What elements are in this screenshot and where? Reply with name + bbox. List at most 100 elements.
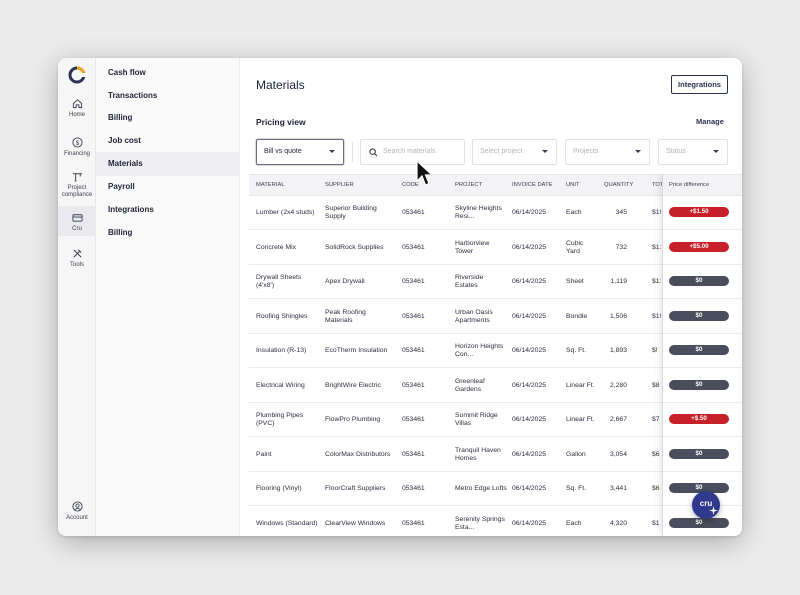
menu-item-materials[interactable]: Materials bbox=[96, 152, 240, 176]
cell-date: 06/14/2025 bbox=[512, 472, 562, 506]
menu-item-job-cost[interactable]: Job cost bbox=[108, 136, 141, 145]
cell-total: $1! bbox=[652, 196, 664, 230]
table-row[interactable]: Electrical Wiring BrightWire Electric 0534… bbox=[249, 368, 742, 403]
cell-date: 06/14/2025 bbox=[512, 196, 562, 230]
table-row[interactable]: Flooring (Vinyl) FloorCraft Suppliers 0534… bbox=[249, 472, 742, 506]
cell-supplier-text: Peak Roofing Materials bbox=[325, 308, 366, 324]
mouse-cursor-icon bbox=[416, 160, 434, 186]
rail-cru[interactable]: Cru bbox=[58, 206, 96, 236]
rail-home[interactable]: Home bbox=[58, 98, 96, 119]
price-difference-cell: $0 bbox=[663, 334, 742, 368]
price-difference-cell: $0 bbox=[663, 438, 742, 472]
table-row[interactable]: Drywall Sheets (4'x8') Apex Drywall 053461… bbox=[249, 265, 742, 299]
col-material[interactable]: Material bbox=[256, 182, 285, 188]
crane-icon bbox=[72, 173, 82, 182]
cell-material: Paint bbox=[256, 438, 318, 472]
cell-total-text: $7 bbox=[652, 416, 660, 423]
project-select[interactable]: Select project bbox=[472, 139, 557, 165]
cell-project-text: Horizon Heights Con... bbox=[455, 343, 504, 358]
cell-total: $6 bbox=[652, 438, 664, 472]
col-invoice-date[interactable]: Invoice date bbox=[512, 182, 553, 188]
status-select[interactable]: Status bbox=[658, 139, 728, 165]
cell-project: Urban Oasis Apartments bbox=[455, 300, 507, 334]
table-row[interactable]: Paint ColorMax Distributors 053461 Tranquil… bbox=[249, 437, 742, 472]
cell-total: $1 bbox=[652, 507, 664, 537]
cell-material: Windows (Standard) bbox=[256, 507, 318, 537]
cell-qty: 2,667 bbox=[595, 403, 627, 437]
cell-project: Serenity Springs Esta... bbox=[455, 507, 507, 537]
col-unit[interactable]: Unit bbox=[566, 182, 580, 188]
cell-qty-text: 3,054 bbox=[609, 450, 627, 458]
cell-code-text: 053461 bbox=[402, 485, 425, 492]
cell-total-text: $1: bbox=[652, 243, 662, 251]
menu-item-billing[interactable]: Billing bbox=[108, 113, 133, 122]
cell-qty-text: 2,280 bbox=[609, 381, 627, 389]
cell-material-text: Flooring (Vinyl) bbox=[256, 485, 302, 492]
table-row[interactable]: Plumbing Pipes (PVC) FlowPro Plumbing 0534… bbox=[249, 403, 742, 437]
cell-code: 053461 bbox=[402, 438, 447, 472]
menu-item-cash-flow[interactable]: Cash flow bbox=[108, 68, 146, 77]
projects-select[interactable]: Projects bbox=[565, 139, 650, 165]
cell-unit: Cubic Yard bbox=[566, 231, 598, 265]
cell-qty: 345 bbox=[595, 196, 627, 230]
cell-supplier: ClearView Windows bbox=[325, 507, 393, 537]
cru-logo-icon[interactable] bbox=[68, 66, 86, 84]
manage-link[interactable]: Manage bbox=[696, 117, 724, 126]
cell-material: Electrical Wiring bbox=[256, 369, 318, 403]
cell-project-text: Harborview Tower bbox=[455, 239, 490, 255]
menu-item-transactions[interactable]: Transactions bbox=[108, 91, 158, 100]
rail-home-label: Home bbox=[68, 112, 85, 118]
menu-item-billing-2[interactable]: Billing bbox=[108, 228, 133, 237]
cell-project: Skyline Heights Resi... bbox=[455, 196, 507, 230]
rail-financing-label: Financing bbox=[63, 151, 90, 157]
rail-cru-label: Cru bbox=[72, 226, 82, 232]
price-difference-badge: $0 bbox=[669, 448, 729, 459]
integrations-button[interactable]: Integrations bbox=[671, 75, 728, 94]
col-project[interactable]: Project bbox=[455, 182, 483, 188]
col-total[interactable]: Tota bbox=[652, 182, 667, 188]
cell-material: Insulation (R-13) bbox=[256, 334, 318, 368]
col-supplier[interactable]: Supplier bbox=[325, 182, 354, 188]
menu-item-payroll[interactable]: Payroll bbox=[108, 182, 135, 191]
cell-qty: 732 bbox=[595, 231, 627, 265]
col-quantity[interactable]: Quantity bbox=[604, 182, 634, 188]
table-row[interactable]: Roofing Shingles Peak Roofing Materials 05… bbox=[249, 299, 742, 334]
rail-account-label: Account bbox=[66, 515, 88, 521]
rail-financing[interactable]: $ Financing bbox=[58, 137, 96, 158]
rail-account[interactable]: Account bbox=[58, 501, 96, 522]
chat-launcher-button[interactable]: cru bbox=[692, 491, 720, 519]
cell-project: Summit Ridge Villas bbox=[455, 403, 507, 437]
cell-material-text: Paint bbox=[256, 450, 272, 458]
rail-project-compliance[interactable]: Project compliance bbox=[58, 171, 96, 199]
cell-code-text: 053461 bbox=[402, 209, 425, 216]
user-icon bbox=[71, 501, 83, 512]
cell-date-text: 06/14/2025 bbox=[512, 278, 547, 285]
cell-supplier-text: Apex Drywall bbox=[325, 278, 365, 285]
cell-supplier: Superior Building Supply bbox=[325, 196, 393, 230]
cell-date: 06/14/2025 bbox=[512, 438, 562, 472]
cell-code: 053461 bbox=[402, 472, 447, 506]
cell-material-text: Concrete Mix bbox=[256, 243, 297, 251]
price-difference-cell: $0 bbox=[663, 300, 742, 334]
menu-item-integrations[interactable]: Integrations bbox=[108, 205, 154, 214]
cell-supplier-text: FloorCraft Suppliers bbox=[325, 485, 386, 492]
cell-supplier-text: ClearView Windows bbox=[325, 519, 386, 527]
cell-project: Horizon Heights Con... bbox=[455, 334, 507, 368]
cell-unit: Linear Ft. bbox=[566, 403, 598, 437]
cell-total: $1! bbox=[652, 300, 664, 334]
table-row[interactable]: Lumber (2x4 studs) Superior Building Supp… bbox=[249, 196, 742, 230]
cell-material: Roofing Shingles bbox=[256, 300, 318, 334]
table-row[interactable]: Concrete Mix SolidRock Supplies 053461 Harb… bbox=[249, 230, 742, 265]
price-difference-cell: +$.50 bbox=[663, 403, 742, 437]
table-row[interactable]: Insulation (R-13) EcoTherm Insulation 0534… bbox=[249, 334, 742, 368]
col-price-difference[interactable]: Price difference bbox=[663, 174, 742, 196]
col-code[interactable]: Code bbox=[402, 182, 419, 188]
view-select[interactable]: Bill vs quote bbox=[256, 139, 344, 165]
cell-material: Drywall Sheets (4'x8') bbox=[256, 265, 318, 299]
home-icon bbox=[72, 99, 82, 109]
cell-code-text: 053461 bbox=[402, 278, 425, 285]
price-difference-badge: +$1.50 bbox=[669, 207, 729, 217]
rail-tools[interactable]: Tools bbox=[58, 248, 96, 269]
search-input[interactable]: Search materials bbox=[360, 139, 465, 165]
table-row[interactable]: Windows (Standard) ClearView Windows 05346… bbox=[249, 506, 742, 537]
